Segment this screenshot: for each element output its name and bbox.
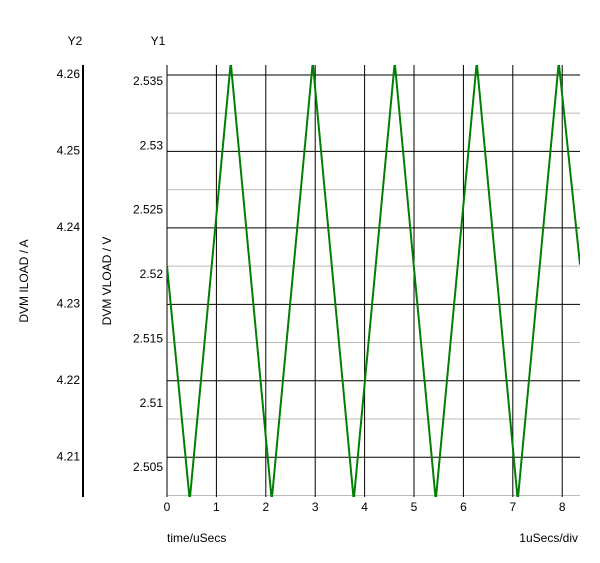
x-tick-label: 8 (559, 500, 566, 514)
y1-title: Y1 (151, 34, 166, 48)
x-tick-label: 4 (361, 500, 368, 514)
x-tick-label: 0 (164, 500, 171, 514)
y-tick-label: 2.525 (133, 203, 163, 217)
y2-axis-label: DVM ILOAD / A (17, 239, 31, 322)
x-tick-label: 7 (509, 500, 516, 514)
x-tick-label: 6 (460, 500, 467, 514)
y2-tick-label: 4.24 (57, 220, 81, 234)
y-tick-label: 2.505 (133, 460, 163, 474)
y2-tick-label: 4.25 (57, 144, 81, 158)
y-tick-label: 2.535 (133, 74, 163, 88)
y2-tick-label: 4.22 (57, 373, 81, 387)
y-axis-label: DVM VLOAD / V (100, 237, 114, 326)
y2-tick-label: 4.23 (57, 296, 81, 310)
x-tick-label: 1 (213, 500, 220, 514)
y-tick-label: 2.52 (140, 267, 164, 281)
x-tick-label: 5 (411, 500, 418, 514)
x-tick-label: 3 (312, 500, 319, 514)
y2-title: Y2 (68, 34, 83, 48)
y-tick-label: 2.53 (140, 138, 164, 152)
y-tick-label: 2.51 (140, 396, 164, 410)
data-line (167, 65, 580, 497)
y2-tick-label: 4.26 (57, 67, 81, 81)
x-tick-label: 2 (262, 500, 269, 514)
y-tick-label: 2.515 (133, 331, 163, 345)
y2-tick-label: 4.21 (57, 449, 81, 463)
x-axis-label: time/uSecs (167, 531, 226, 545)
x-scale-note: 1uSecs/div (519, 531, 578, 545)
